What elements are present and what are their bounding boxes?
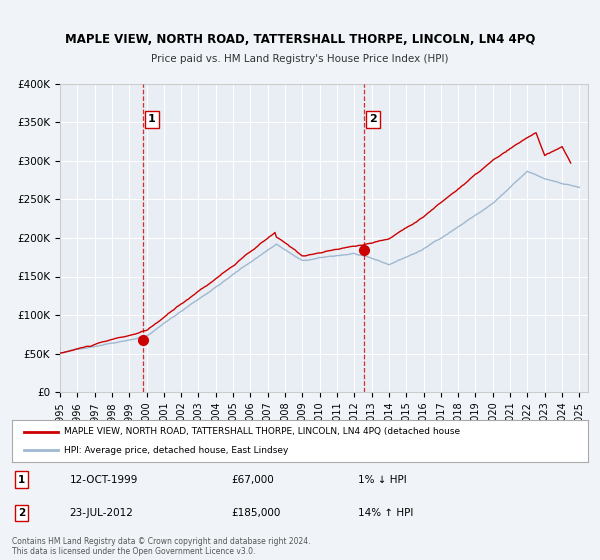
Text: 12-OCT-1999: 12-OCT-1999 bbox=[70, 474, 138, 484]
Text: Price paid vs. HM Land Registry's House Price Index (HPI): Price paid vs. HM Land Registry's House … bbox=[151, 54, 449, 64]
Text: 2: 2 bbox=[369, 114, 377, 124]
Text: 23-JUL-2012: 23-JUL-2012 bbox=[70, 508, 133, 518]
Text: £67,000: £67,000 bbox=[231, 474, 274, 484]
Text: HPI: Average price, detached house, East Lindsey: HPI: Average price, detached house, East… bbox=[64, 446, 288, 455]
Text: 14% ↑ HPI: 14% ↑ HPI bbox=[358, 508, 413, 518]
Text: MAPLE VIEW, NORTH ROAD, TATTERSHALL THORPE, LINCOLN, LN4 4PQ (detached house: MAPLE VIEW, NORTH ROAD, TATTERSHALL THOR… bbox=[64, 427, 460, 436]
Text: 1: 1 bbox=[148, 114, 155, 124]
Text: This data is licensed under the Open Government Licence v3.0.: This data is licensed under the Open Gov… bbox=[12, 548, 256, 557]
Text: 1: 1 bbox=[18, 474, 25, 484]
Text: Contains HM Land Registry data © Crown copyright and database right 2024.: Contains HM Land Registry data © Crown c… bbox=[12, 538, 311, 547]
Text: £185,000: £185,000 bbox=[231, 508, 280, 518]
Text: MAPLE VIEW, NORTH ROAD, TATTERSHALL THORPE, LINCOLN, LN4 4PQ: MAPLE VIEW, NORTH ROAD, TATTERSHALL THOR… bbox=[65, 32, 535, 46]
Text: 2: 2 bbox=[18, 508, 25, 518]
Text: 1% ↓ HPI: 1% ↓ HPI bbox=[358, 474, 406, 484]
